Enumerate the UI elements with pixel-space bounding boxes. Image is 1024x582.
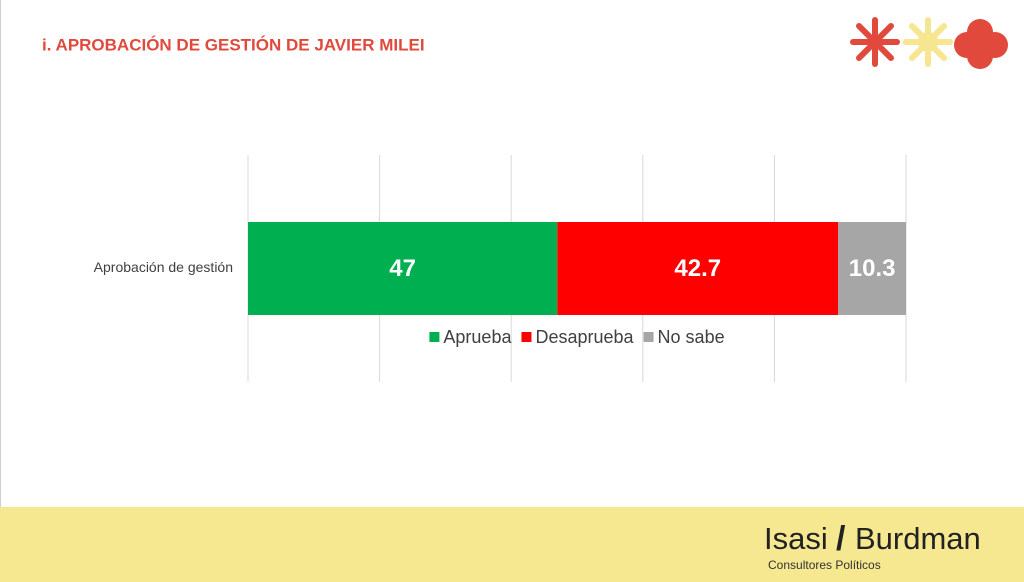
bar-segment — [838, 222, 906, 315]
logo-icons — [850, 17, 1008, 69]
logo-tagline: Consultores Políticos — [768, 558, 881, 572]
logo-right: Burdman — [855, 521, 981, 556]
legend-swatch — [643, 332, 654, 342]
legend-label: No sabe — [658, 327, 725, 347]
legend-label: Desaprueba — [535, 327, 634, 347]
bar-segment — [248, 222, 558, 315]
logo-separator: / — [836, 520, 846, 558]
value-label: 42.7 — [674, 255, 721, 282]
value-label: 10.3 — [849, 255, 896, 282]
cloud-icon — [954, 19, 1008, 69]
legend-label: Aprueba — [443, 327, 512, 347]
legend-swatch — [429, 332, 440, 342]
footer-band — [0, 507, 1024, 582]
sun-icon — [903, 17, 953, 67]
bar-segment — [557, 222, 839, 315]
value-label: 47 — [389, 255, 416, 282]
plot: Aprobación de gestión 47 42.7 10.3 Aprueba De… — [94, 155, 907, 382]
category-label: Aprobación de gestión — [94, 259, 233, 275]
slide-title: i. APROBACIÓN DE GESTIÓN DE JAVIER MILEI — [42, 35, 425, 54]
legend-swatch — [521, 332, 532, 342]
logo-left: Isasi — [764, 521, 828, 556]
asterisk-icon — [850, 17, 900, 67]
